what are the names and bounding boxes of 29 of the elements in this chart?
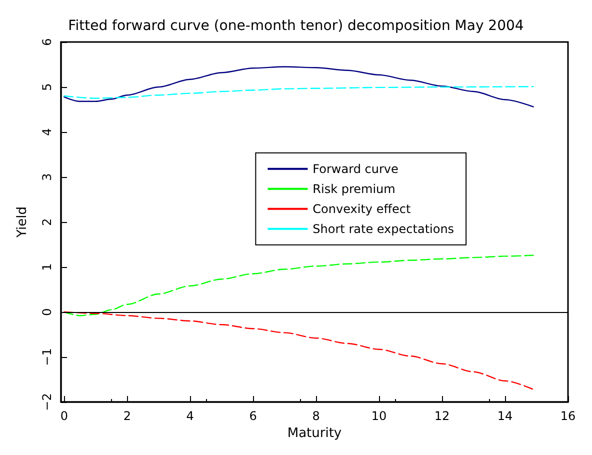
x-axis-title: Maturity [287,426,342,441]
x-tick-label: 10 [371,409,387,423]
y-tick-label: 6 [40,38,54,46]
y-tick-label: 0 [40,308,54,316]
y-tick-label: 5 [40,83,54,91]
x-tick-label: 8 [312,409,320,423]
legend-label: Convexity effect [312,202,411,216]
line-series [64,86,534,99]
y-tick-label: 2 [40,218,54,226]
chart-title: Fitted forward curve (one-month tenor) decomposition May 2004 [68,18,524,34]
y-axis-title: Yield [15,206,30,238]
legend-label: Forward curve [312,162,398,176]
x-tick-label: 14 [497,409,513,423]
x-tick-label: 6 [249,409,257,423]
x-tick-label: 2 [123,409,131,423]
legend-label: Risk premium [312,182,396,196]
x-tick-label: 16 [560,409,576,423]
line-series [64,311,534,390]
y-tick-label: 1 [40,263,54,271]
x-tick-label: 0 [60,409,68,423]
line-series [64,66,534,108]
line-series [64,254,534,316]
x-tick-label: 4 [186,409,194,423]
legend-label: Short rate expectations [312,222,454,236]
y-tick-label: −2 [40,393,54,411]
y-tick-label: 3 [40,173,54,181]
y-tick-label: −1 [40,348,54,366]
y-tick-label: 4 [40,128,54,136]
x-tick-label: 12 [434,409,450,423]
